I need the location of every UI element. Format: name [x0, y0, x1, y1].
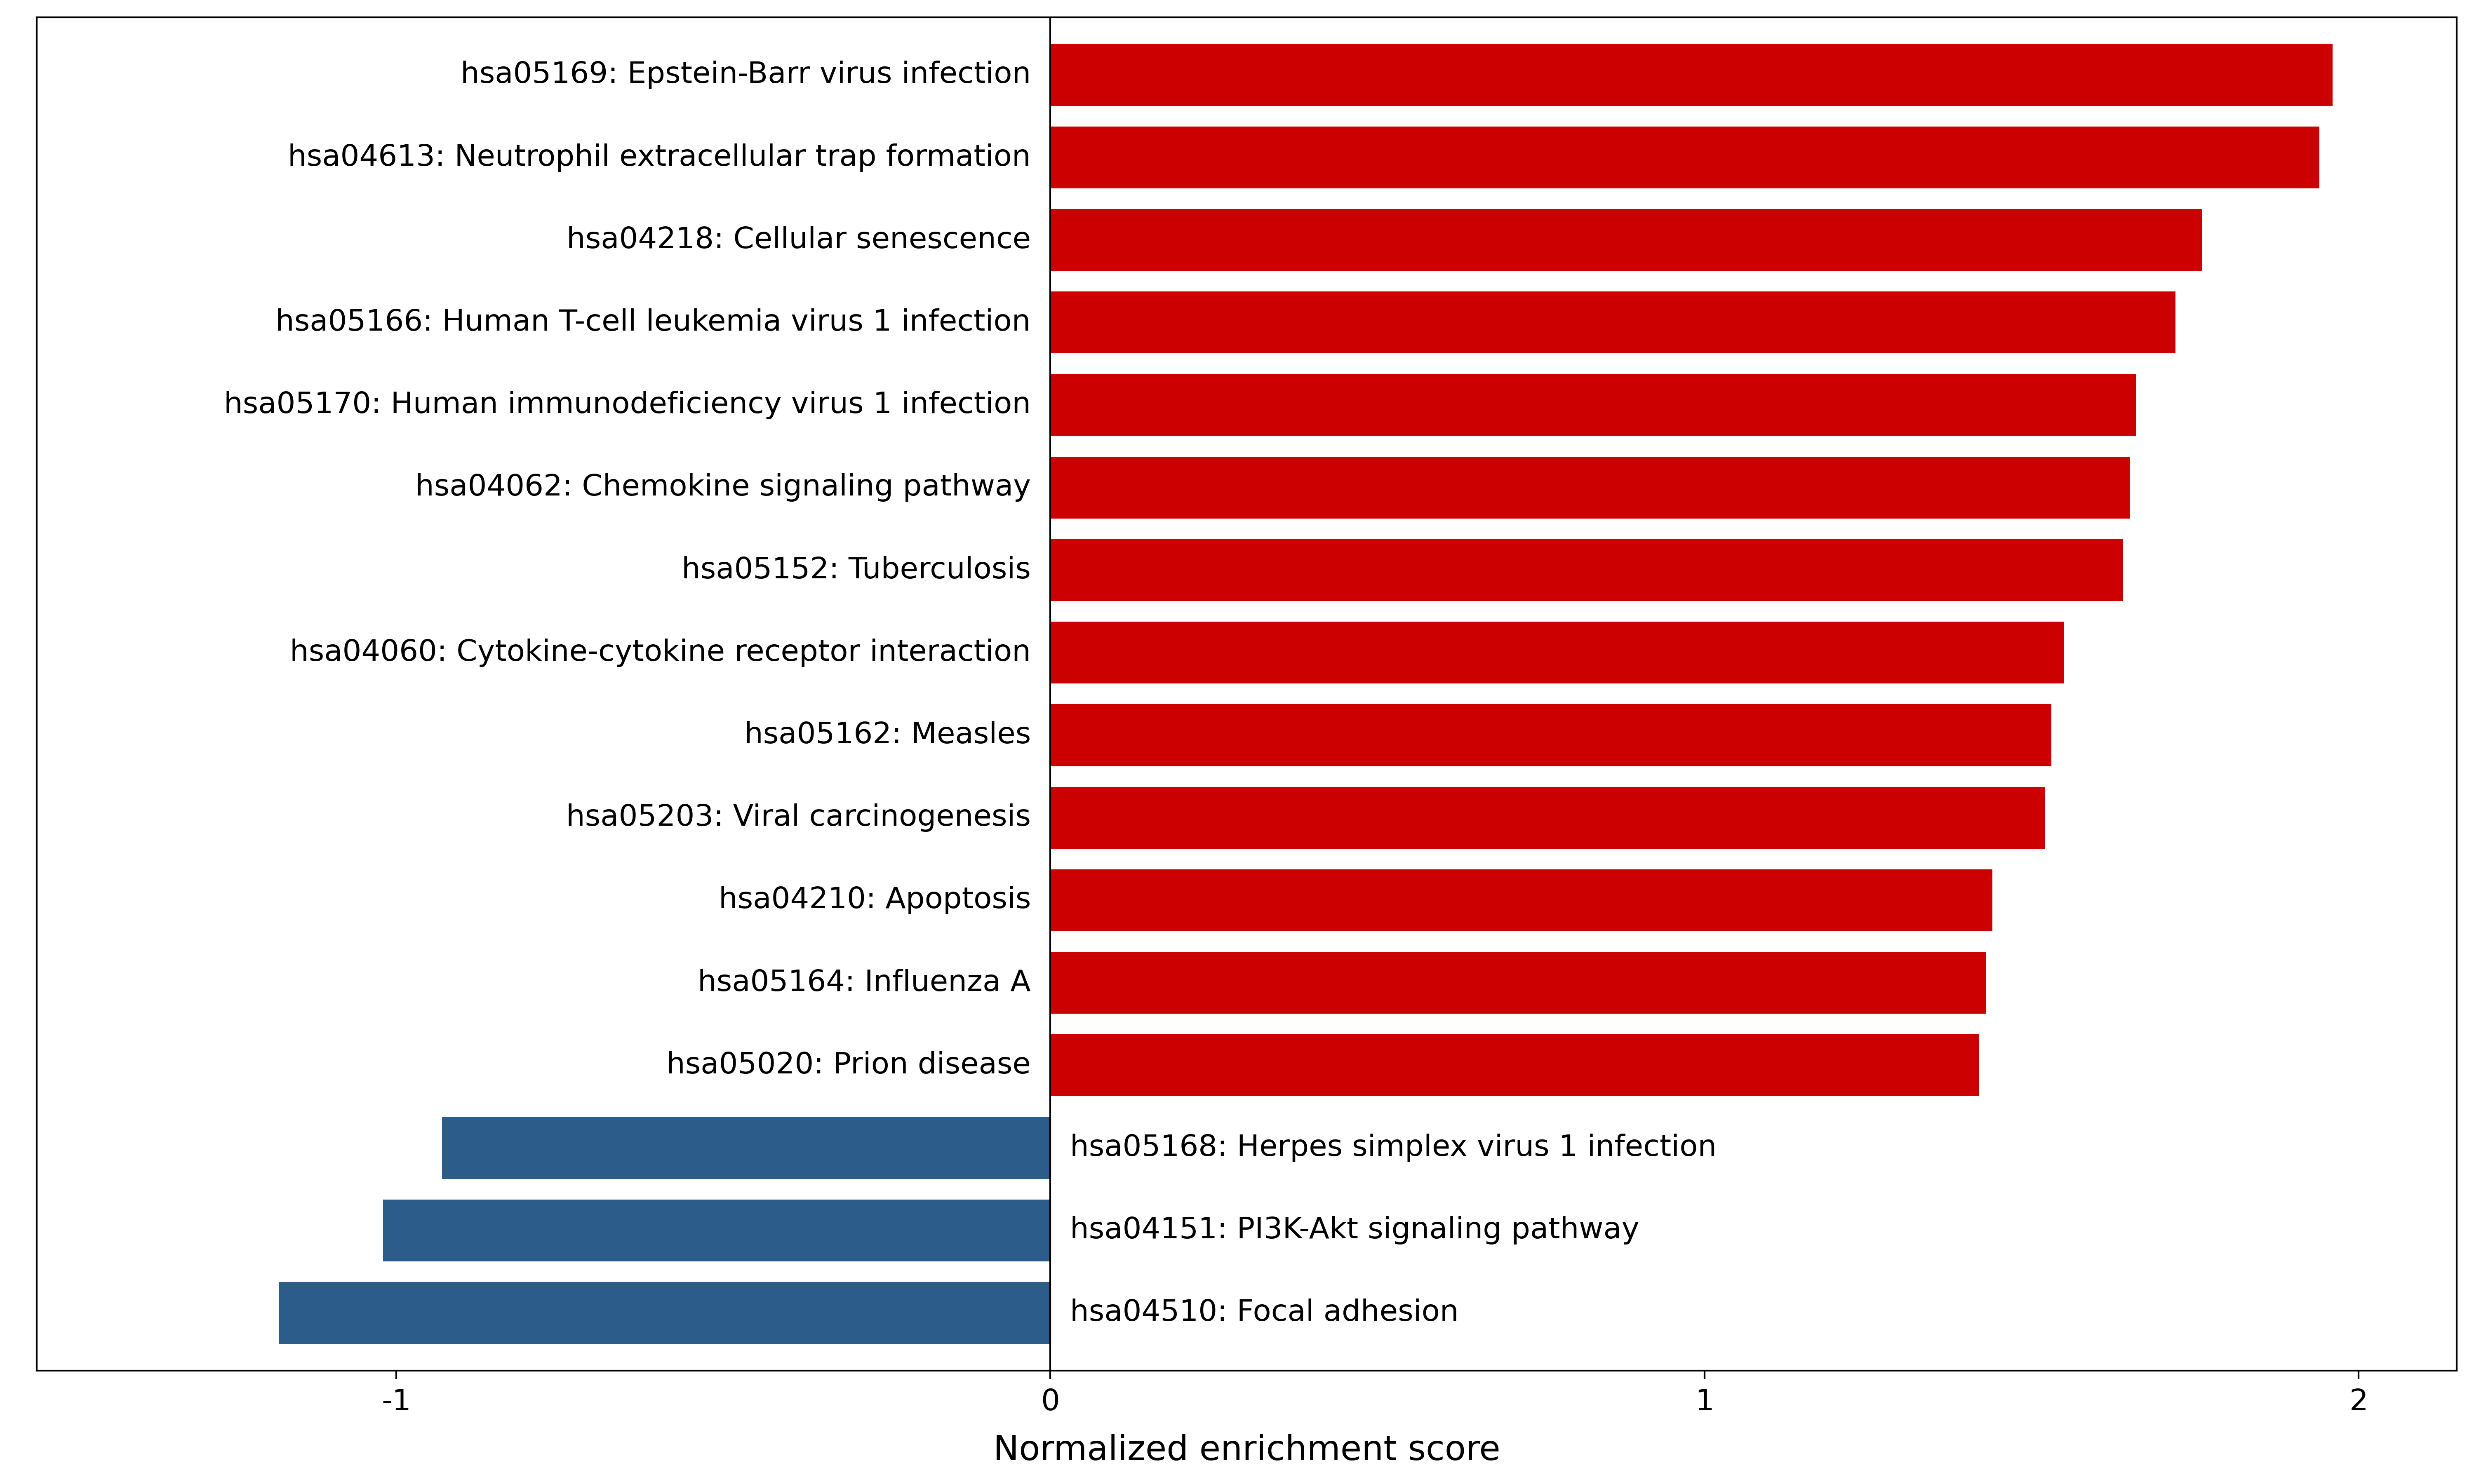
Text: hsa04210: Apoptosis: hsa04210: Apoptosis	[717, 886, 1032, 914]
Text: hsa04151: PI3K-Akt signaling pathway: hsa04151: PI3K-Akt signaling pathway	[1071, 1215, 1640, 1245]
Bar	[443, 1117, 1051, 1178]
Text: hsa05170: Human immunodeficiency virus 1 infection: hsa05170: Human immunodeficiency virus 1…	[223, 390, 1032, 420]
Text: hsa05162: Measles: hsa05162: Measles	[745, 721, 1032, 749]
Bar	[1051, 1034, 1979, 1097]
Text: hsa04218: Cellular senescence: hsa04218: Cellular senescence	[567, 226, 1032, 254]
Bar	[1051, 457, 2130, 518]
Bar	[383, 1199, 1051, 1261]
Text: hsa04613: Neutrophil extracellular trap formation: hsa04613: Neutrophil extracellular trap …	[287, 144, 1032, 172]
Bar	[1051, 951, 1987, 1014]
Bar	[1051, 787, 2044, 849]
Bar	[1051, 374, 2135, 436]
Bar	[280, 1282, 1051, 1345]
Bar	[1051, 126, 2321, 188]
Bar	[1051, 209, 2202, 272]
Text: hsa05203: Viral carcinogenesis: hsa05203: Viral carcinogenesis	[567, 803, 1032, 833]
X-axis label: Normalized enrichment score: Normalized enrichment score	[992, 1434, 1499, 1466]
Text: hsa05168: Herpes simplex virus 1 infection: hsa05168: Herpes simplex virus 1 infecti…	[1071, 1134, 1717, 1162]
Text: hsa05166: Human T-cell leukemia virus 1 infection: hsa05166: Human T-cell leukemia virus 1 …	[275, 309, 1032, 337]
Bar	[1051, 45, 2333, 105]
Bar	[1051, 291, 2175, 353]
Text: hsa04062: Chemokine signaling pathway: hsa04062: Chemokine signaling pathway	[416, 473, 1032, 502]
Bar	[1051, 870, 1992, 930]
Bar	[1051, 539, 2123, 601]
Text: hsa05020: Prion disease: hsa05020: Prion disease	[666, 1051, 1032, 1079]
Text: hsa04510: Focal adhesion: hsa04510: Focal adhesion	[1071, 1298, 1460, 1327]
Bar	[1051, 705, 2051, 766]
Text: hsa05152: Tuberculosis: hsa05152: Tuberculosis	[683, 556, 1032, 585]
Text: hsa05164: Influenza A: hsa05164: Influenza A	[698, 969, 1032, 997]
Text: hsa04060: Cytokine-cytokine receptor interaction: hsa04060: Cytokine-cytokine receptor int…	[289, 638, 1032, 666]
Text: hsa05169: Epstein-Barr virus infection: hsa05169: Epstein-Barr virus infection	[460, 61, 1032, 89]
Bar	[1051, 622, 2063, 684]
